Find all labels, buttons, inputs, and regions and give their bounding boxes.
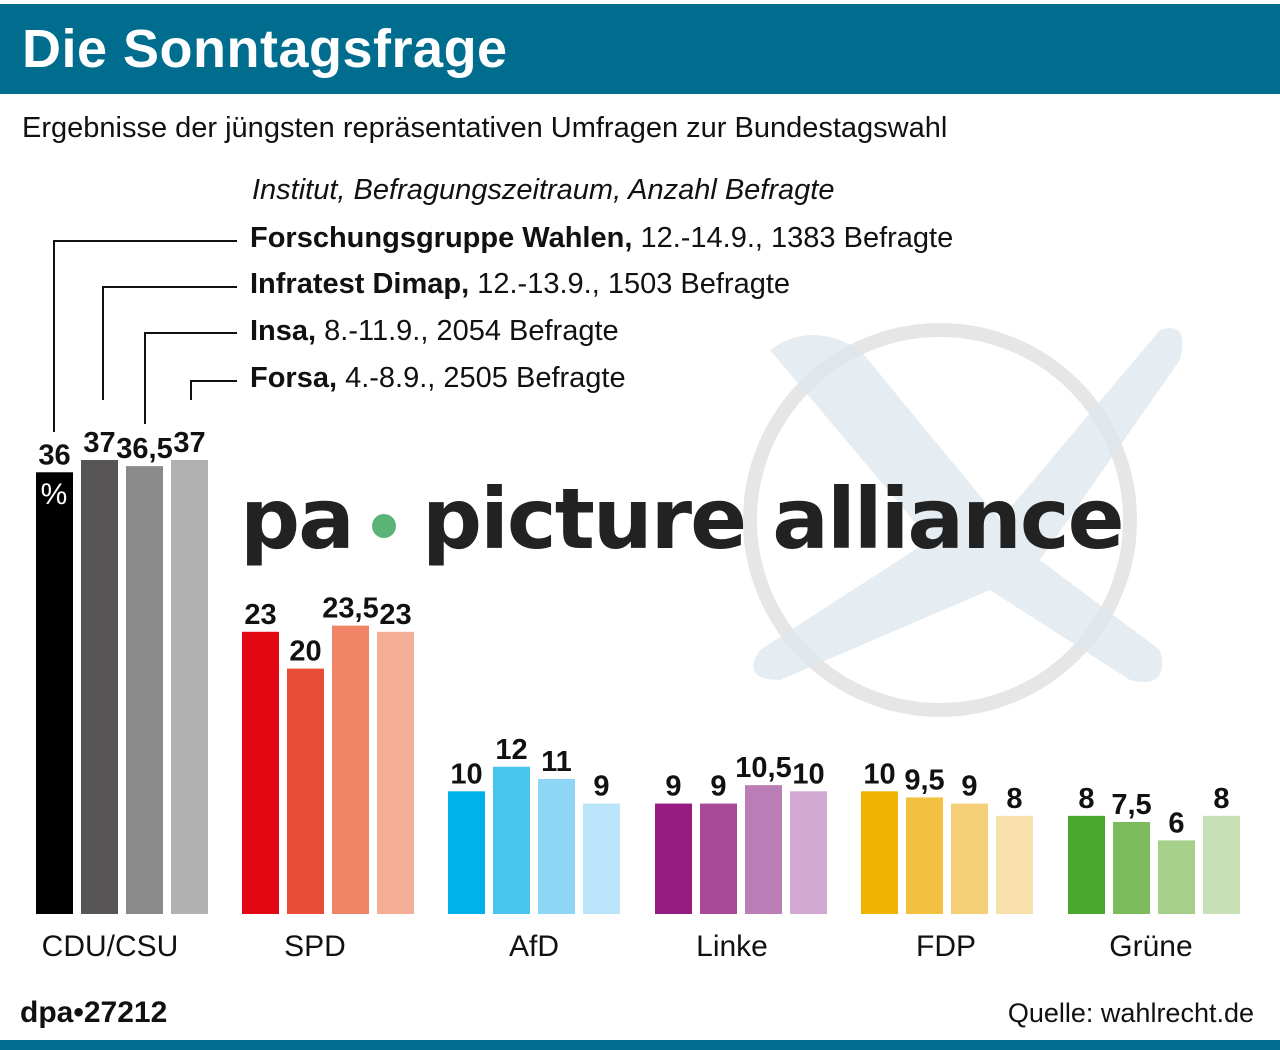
- bar-afd-1: [448, 791, 485, 914]
- leader-line-forsa: [190, 380, 237, 400]
- legend-heading: Institut, Befragungszeitraum, Anzahl Bef…: [252, 174, 835, 206]
- value-label: 20: [289, 636, 321, 668]
- value-label: 9,5: [904, 764, 944, 796]
- footer-bar: [0, 1040, 1280, 1050]
- legend-institute-name: Forsa,: [250, 362, 338, 394]
- bar-spd-1: [242, 631, 279, 914]
- bar-fdp-2: [906, 797, 943, 914]
- bar-linke-3: [745, 785, 782, 914]
- value-label: 8: [1078, 783, 1094, 815]
- value-label: 23: [244, 599, 276, 631]
- bar-cducsu-3: [126, 466, 163, 914]
- legend-item-insa: Insa, 8.-11.9., 2054 Befragte: [250, 315, 619, 348]
- legend-institute-detail: 8.-11.9., 2054 Befragte: [316, 315, 619, 347]
- value-label: 10: [792, 758, 824, 790]
- chart-title: Die Sonntagsfrage: [22, 19, 508, 79]
- bar-linke-2: [700, 803, 737, 914]
- value-label: 36: [38, 439, 70, 471]
- chart-subtitle: Ergebnisse der jüngsten repräsentativen …: [22, 112, 948, 144]
- value-label: 10: [450, 758, 482, 790]
- bar-grüne-4: [1203, 815, 1240, 914]
- leader-lines: [53, 240, 237, 432]
- value-label: 6: [1168, 807, 1184, 839]
- watermark: pa picture alliance: [240, 323, 1183, 717]
- bar-linke-1: [655, 803, 692, 914]
- bar-spd-2: [287, 668, 324, 914]
- legend-item-infratest: Infratest Dimap, 12.-13.9., 1503 Befragt…: [250, 268, 790, 301]
- bar-fdp-1: [861, 791, 898, 914]
- value-label: 9: [593, 771, 609, 803]
- watermark-picture-alliance: picture alliance: [422, 470, 1123, 568]
- watermark-dot: [372, 514, 396, 538]
- percent-unit-label: %: [41, 478, 68, 511]
- bar-afd-4: [583, 803, 620, 914]
- value-label: 7,5: [1111, 789, 1151, 821]
- bar-linke-4: [790, 791, 827, 914]
- value-label: 11: [541, 746, 572, 778]
- bar-fdp-4: [996, 815, 1033, 914]
- value-label: 12: [495, 734, 527, 766]
- value-label: 9: [710, 771, 726, 803]
- category-label: Grüne: [1109, 930, 1193, 963]
- legend-item-fgw: Forschungsgruppe Wahlen, 12.-14.9., 1383…: [250, 222, 953, 255]
- legend-institute-detail: 4.-8.9., 2505 Befragte: [337, 362, 626, 394]
- value-label: 37: [83, 427, 115, 459]
- header-bar: Die Sonntagsfrage: [0, 4, 1280, 94]
- bar-spd-4: [377, 631, 414, 914]
- value-label: 10: [863, 758, 895, 790]
- bars: [36, 460, 1240, 914]
- bar-grüne-1: [1068, 815, 1105, 914]
- value-label: 9: [665, 771, 681, 803]
- category-label: AfD: [508, 930, 559, 963]
- bar-afd-3: [538, 779, 575, 914]
- bar-grüne-2: [1113, 821, 1150, 914]
- category-label: SPD: [284, 930, 346, 963]
- leader-line-infratest: [102, 286, 237, 400]
- bar-cducsu-2: [81, 460, 118, 914]
- category-label: CDU/CSU: [41, 930, 179, 963]
- bar-grüne-3: [1158, 840, 1195, 914]
- legend-item-forsa: Forsa, 4.-8.9., 2505 Befragte: [250, 362, 626, 395]
- dpa-id: dpa•27212: [20, 996, 168, 1029]
- legend-institute-name: Insa,: [250, 315, 317, 347]
- category-label: FDP: [916, 930, 976, 963]
- legend-institute-detail: 12.-14.9., 1383 Befragte: [632, 222, 954, 254]
- bar-spd-3: [332, 625, 369, 914]
- bar-fdp-3: [951, 803, 988, 914]
- value-label: 23,5: [322, 593, 378, 625]
- category-label: Linke: [696, 930, 768, 963]
- source-note: Quelle: wahlrecht.de: [1007, 998, 1254, 1028]
- value-label: 36,5: [116, 433, 172, 465]
- watermark-pa: pa: [240, 470, 353, 568]
- legend-institute-name: Forschungsgruppe Wahlen,: [250, 222, 633, 254]
- legend-institute-name: Infratest Dimap,: [250, 268, 470, 300]
- watermark-circle: [743, 323, 1137, 717]
- bar-cducsu-4: [171, 460, 208, 914]
- value-label: 37: [173, 427, 205, 459]
- bar-cducsu-1: [36, 472, 73, 914]
- legend-institute-detail: 12.-13.9., 1503 Befragte: [469, 268, 791, 300]
- value-label: 23: [379, 599, 411, 631]
- bar-afd-2: [493, 766, 530, 914]
- leader-line-fgw: [53, 240, 237, 432]
- leader-line-insa: [144, 332, 237, 424]
- value-label: 8: [1006, 783, 1022, 815]
- value-label: 9: [961, 771, 977, 803]
- value-label: 8: [1213, 783, 1229, 815]
- value-label: 10,5: [735, 752, 791, 784]
- watermark-cross: [753, 328, 1183, 682]
